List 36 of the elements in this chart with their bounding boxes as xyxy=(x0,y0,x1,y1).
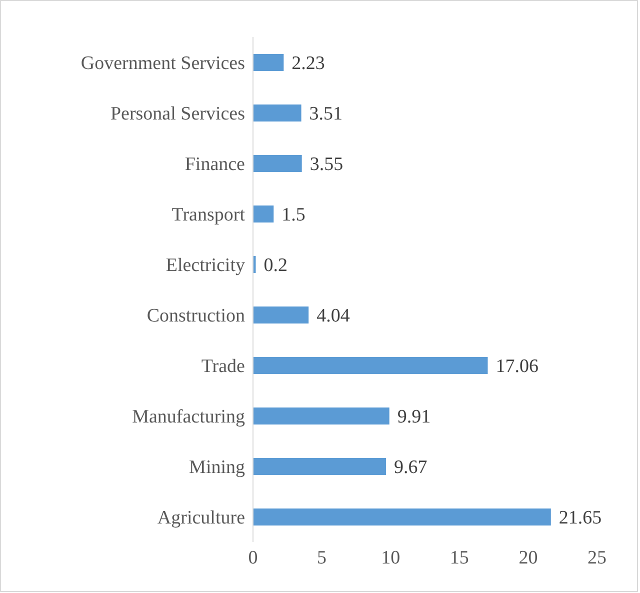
y-tick-label: Construction xyxy=(146,305,246,326)
bar xyxy=(253,256,256,273)
y-tick-label: Trade xyxy=(201,356,245,377)
data-label: 9.91 xyxy=(397,406,431,428)
bar xyxy=(253,508,551,526)
bar xyxy=(253,206,274,222)
bar xyxy=(253,357,488,374)
bar xyxy=(253,458,386,475)
bar xyxy=(253,155,302,172)
data-label: 9.67 xyxy=(394,457,428,478)
data-label: 1.5 xyxy=(282,204,306,226)
x-tick-label: 10 xyxy=(381,547,400,568)
bar xyxy=(253,408,390,424)
data-label: 4.04 xyxy=(316,306,350,327)
data-label: 17.06 xyxy=(496,356,538,378)
x-tick-label: 0 xyxy=(248,547,258,568)
bar xyxy=(253,54,284,71)
x-tick-label: 20 xyxy=(518,547,538,568)
x-tick-label: 15 xyxy=(450,547,469,568)
data-label: 3.51 xyxy=(309,104,343,125)
y-tick-label: Personal Services xyxy=(110,103,245,124)
data-label: 2.23 xyxy=(292,53,325,74)
data-label: 3.55 xyxy=(310,154,344,176)
y-tick-label: Manufacturing xyxy=(132,406,246,428)
y-tick-label: Finance xyxy=(184,154,245,175)
data-label: 0.2 xyxy=(264,255,288,276)
y-tick-label: Agriculture xyxy=(157,507,245,528)
x-tick-label: 25 xyxy=(588,547,606,568)
bar xyxy=(253,306,309,324)
y-tick-label: Mining xyxy=(189,456,246,478)
data-label: 21.65 xyxy=(558,508,602,529)
x-tick-label: 5 xyxy=(317,547,327,568)
y-tick-label: Government Services xyxy=(80,52,245,74)
y-tick-label: Electricity xyxy=(166,254,246,276)
y-tick-label: Transport xyxy=(172,204,246,226)
bar xyxy=(253,104,302,122)
